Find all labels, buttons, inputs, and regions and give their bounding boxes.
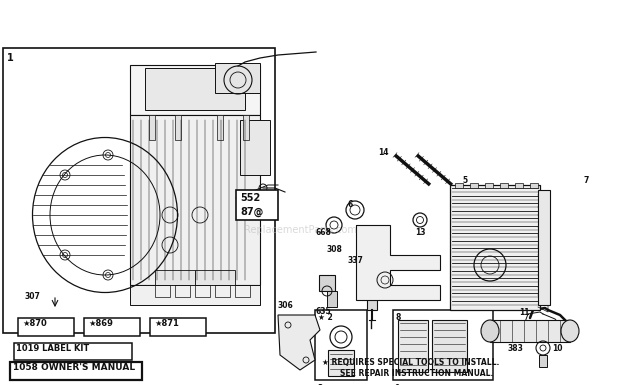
Polygon shape xyxy=(278,315,320,370)
Text: SEE REPAIR INSTRUCTION MANUAL.: SEE REPAIR INSTRUCTION MANUAL. xyxy=(340,369,494,378)
Bar xyxy=(328,350,354,376)
Text: ★869: ★869 xyxy=(88,319,113,328)
PathPatch shape xyxy=(356,225,440,300)
Bar xyxy=(14,343,132,360)
Bar xyxy=(195,285,210,297)
Text: 14: 14 xyxy=(378,148,389,157)
Text: 635: 635 xyxy=(316,307,332,316)
Text: 8: 8 xyxy=(396,313,401,322)
Bar xyxy=(515,183,523,188)
Bar xyxy=(175,115,181,140)
Bar xyxy=(149,115,155,140)
Bar xyxy=(455,183,463,188)
Bar xyxy=(327,291,337,307)
Text: 6: 6 xyxy=(347,200,352,209)
Bar xyxy=(500,183,508,188)
Bar xyxy=(10,362,142,380)
Text: 383: 383 xyxy=(508,344,524,353)
Text: 87@: 87@ xyxy=(240,207,264,217)
Bar xyxy=(215,285,230,297)
Text: 1058 OWNER'S MANUAL: 1058 OWNER'S MANUAL xyxy=(13,363,135,372)
Text: ★871: ★871 xyxy=(154,319,179,328)
Text: 308: 308 xyxy=(327,245,343,254)
Bar xyxy=(236,190,278,220)
Text: 3: 3 xyxy=(318,384,323,385)
Bar xyxy=(450,185,540,310)
Bar xyxy=(145,68,245,110)
Bar xyxy=(175,285,190,297)
Text: 10: 10 xyxy=(552,344,562,353)
Bar xyxy=(130,115,260,285)
Bar xyxy=(485,183,493,188)
Bar xyxy=(235,285,250,297)
Bar xyxy=(195,270,235,285)
Text: ★ REQUIRES SPECIAL TOOLS TO INSTALL.: ★ REQUIRES SPECIAL TOOLS TO INSTALL. xyxy=(322,358,499,367)
Text: 306: 306 xyxy=(278,301,294,310)
Bar xyxy=(217,115,223,140)
Ellipse shape xyxy=(561,320,579,342)
Bar xyxy=(150,318,206,336)
Text: 668: 668 xyxy=(316,228,332,237)
Text: ★ 2: ★ 2 xyxy=(318,313,333,322)
Bar xyxy=(18,318,74,336)
Text: 13: 13 xyxy=(415,228,425,237)
Bar xyxy=(538,190,550,305)
Bar xyxy=(530,183,538,188)
Bar xyxy=(367,280,377,310)
Text: ReplacementParts.com: ReplacementParts.com xyxy=(244,225,356,235)
Bar xyxy=(315,310,367,380)
Text: 5: 5 xyxy=(462,176,467,185)
Bar xyxy=(243,115,249,140)
Text: 552: 552 xyxy=(240,193,260,203)
Bar xyxy=(240,120,270,175)
Text: ★870: ★870 xyxy=(22,319,46,328)
Bar xyxy=(360,260,384,276)
Text: 1: 1 xyxy=(7,53,14,63)
Bar xyxy=(393,310,493,380)
Bar xyxy=(470,183,478,188)
Text: 9: 9 xyxy=(395,384,401,385)
Bar xyxy=(155,270,195,285)
Ellipse shape xyxy=(481,320,499,342)
Bar xyxy=(319,275,335,291)
Bar xyxy=(362,274,382,284)
Text: 11: 11 xyxy=(519,308,529,317)
Bar xyxy=(84,318,140,336)
Bar xyxy=(130,65,260,115)
Bar xyxy=(155,285,170,297)
Bar xyxy=(3,48,275,333)
Bar xyxy=(490,320,570,342)
Text: 337: 337 xyxy=(348,256,364,265)
Bar xyxy=(398,320,428,372)
Text: 1019 LABEL KIT: 1019 LABEL KIT xyxy=(16,344,89,353)
Text: 7: 7 xyxy=(583,176,588,185)
Bar xyxy=(432,320,467,372)
Text: 307: 307 xyxy=(25,292,41,301)
Bar xyxy=(539,355,547,367)
Bar xyxy=(130,285,260,305)
Bar xyxy=(215,63,260,93)
